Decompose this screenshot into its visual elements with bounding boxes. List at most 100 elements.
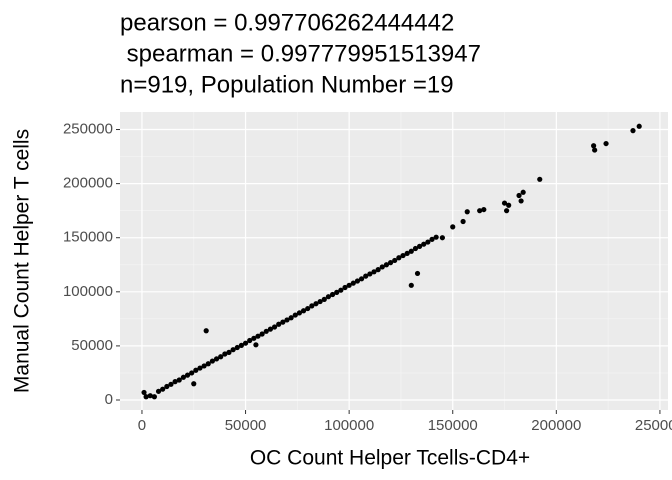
point [396,255,402,261]
x-tick-label: 100000 [324,417,374,434]
point [176,377,182,383]
x-axis-title: OC Count Helper Tcells-CD4+ [250,447,530,470]
point [184,372,191,378]
y-tick-label: 250000 [63,120,113,137]
point [363,273,369,279]
point [255,333,261,339]
point [234,344,240,351]
point [504,208,510,214]
point [429,236,435,242]
y-tick-label: 200000 [63,175,113,192]
point [263,328,269,334]
title-line: n=919, Population Number =19 [120,71,454,98]
point [516,192,522,199]
point [404,250,410,257]
point [292,312,298,318]
point [506,202,512,208]
point [416,243,423,249]
point [284,317,290,323]
point [230,347,236,353]
x-tick-label: 150000 [428,417,478,434]
point [334,289,340,295]
point [218,354,224,360]
title-line: pearson = 0.997706262444442 [120,9,454,36]
point [383,262,390,268]
point [464,209,470,215]
y-tick-label: 150000 [63,229,113,246]
point [408,248,414,254]
point [238,342,245,348]
point [189,370,195,376]
point [520,189,526,195]
point [425,239,431,245]
point [392,257,398,264]
point [271,324,278,330]
point [592,147,598,153]
point [387,260,394,266]
point [151,394,157,400]
point [147,393,153,399]
point [338,287,344,293]
point [280,319,286,325]
x-tick-label: 50000 [225,417,267,434]
point [309,303,315,309]
point [160,386,166,392]
point [439,235,445,241]
point [518,198,524,204]
point [481,206,487,213]
x-tick-label: 250000 [635,417,672,434]
point [367,271,373,277]
y-axis-title: Manual Count Helper T cells [11,129,34,393]
x-tick-label: 0 [138,417,146,434]
title-line: spearman = 0.997779951513947 [120,40,481,67]
point [414,270,421,277]
point [636,123,642,129]
point [267,326,274,332]
point [342,284,348,291]
point [251,335,257,341]
point [296,310,303,316]
y-tick-label: 50000 [71,337,113,354]
point [379,264,385,270]
point [300,308,307,314]
point [141,389,147,396]
point [400,252,406,259]
point [276,321,282,327]
point [329,291,336,298]
point [253,342,259,348]
point [247,337,253,344]
point [191,381,197,387]
point [460,218,466,225]
point [354,278,361,284]
y-tick-label: 100000 [63,283,113,300]
point [501,200,508,206]
point [242,340,249,346]
point [203,328,209,334]
point [325,294,332,300]
point [226,349,232,355]
point [143,394,149,400]
point [477,208,483,214]
point [630,128,636,134]
point [450,224,456,230]
point [222,351,228,357]
point [346,282,352,288]
point [288,315,294,321]
point [205,361,211,367]
point [603,140,609,147]
point [164,383,170,390]
x-tick-label: 200000 [531,417,581,434]
point [317,298,323,305]
point [350,280,356,286]
point [197,365,203,371]
point [313,301,319,307]
point [209,358,216,364]
point [172,379,178,385]
point [537,176,543,182]
y-tick-label: 0 [105,391,113,408]
point [408,282,414,288]
point [305,305,311,312]
point [321,296,327,302]
point [168,381,174,387]
